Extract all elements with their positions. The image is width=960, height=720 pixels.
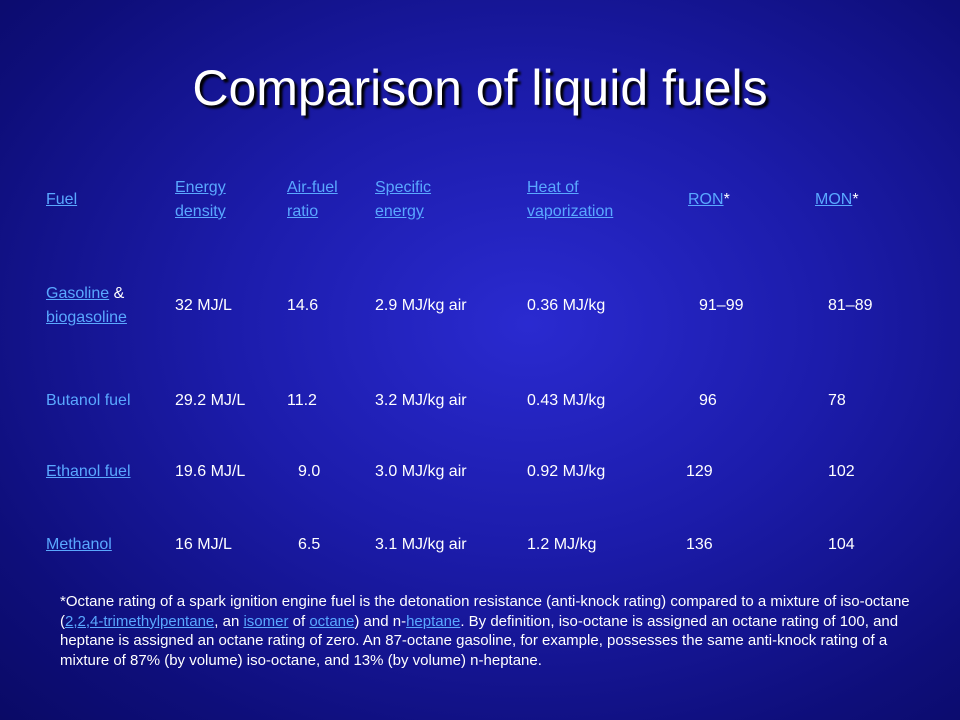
- row-gasoline-energy: 32 MJ/L: [175, 297, 232, 314]
- header-ron-asterisk: *: [723, 191, 730, 208]
- row-gasoline-fuel[interactable]: Gasoline & biogasoline: [46, 282, 129, 330]
- row-butanol-heat: 0.43 MJ/kg: [527, 392, 606, 409]
- header-air-fuel-line2[interactable]: ratio: [287, 203, 319, 220]
- row-ethanol-energy: 19.6 MJ/L: [175, 463, 246, 480]
- header-heat-line2[interactable]: vaporization: [527, 203, 614, 220]
- row-gasoline-specific: 2.9 MJ/kg air: [375, 297, 467, 314]
- header-specific-energy[interactable]: Specific energy: [375, 176, 431, 224]
- row-methanol-energy: 16 MJ/L: [175, 536, 232, 553]
- header-energy-density-line2[interactable]: density: [175, 203, 226, 220]
- header-air-fuel-ratio[interactable]: Air-fuel ratio: [287, 176, 338, 224]
- header-mon-asterisk: *: [852, 191, 859, 208]
- heptane-link[interactable]: heptane: [406, 612, 461, 630]
- header-mon-link[interactable]: MON: [815, 191, 853, 208]
- methanol-link[interactable]: Methanol: [46, 536, 112, 553]
- ethanol-fuel-link[interactable]: Ethanol fuel: [46, 463, 131, 480]
- row-butanol-fuel: Butanol fuel: [46, 392, 131, 409]
- footnote-text-3: of: [288, 612, 310, 630]
- row-butanol-afr: 11.2: [287, 392, 317, 409]
- row-ethanol-heat: 0.92 MJ/kg: [527, 463, 606, 480]
- row-ethanol-fuel[interactable]: Ethanol fuel: [46, 460, 131, 484]
- row-gasoline-heat: 0.36 MJ/kg: [527, 297, 606, 314]
- header-heat-line1[interactable]: Heat of: [527, 179, 579, 196]
- octane-link[interactable]: octane: [309, 612, 355, 630]
- footnote-text-1: *Octane rating of a spark ignition engin…: [60, 593, 910, 630]
- row-butanol-ron: 96: [699, 392, 717, 409]
- header-energy-density[interactable]: Energy density: [175, 176, 226, 224]
- row-butanol-specific: 3.2 MJ/kg air: [375, 392, 467, 409]
- header-specific-energy-line1[interactable]: Specific: [375, 179, 432, 196]
- isomer-link[interactable]: isomer: [243, 612, 289, 630]
- row-methanol-specific: 3.1 MJ/kg air: [375, 536, 467, 553]
- header-energy-density-line1[interactable]: Energy: [175, 179, 226, 196]
- biogasoline-link[interactable]: biogasoline: [46, 309, 127, 326]
- row-butanol-energy: 29.2 MJ/L: [175, 392, 246, 409]
- row-ethanol-specific: 3.0 MJ/kg air: [375, 463, 467, 480]
- row-methanol-fuel[interactable]: Methanol: [46, 533, 112, 557]
- row-methanol-mon: 104: [828, 536, 855, 553]
- header-heat-of-vaporization[interactable]: Heat of vaporization: [527, 176, 613, 224]
- octane-footnote: *Octane rating of a spark ignition engin…: [60, 592, 920, 670]
- header-ron-link[interactable]: RON: [688, 191, 724, 208]
- row-gasoline-ron: 91–99: [699, 297, 744, 314]
- header-air-fuel-line1[interactable]: Air-fuel: [287, 179, 338, 196]
- footnote-text-4: ) and n-: [354, 612, 407, 630]
- footnote-text-2: , an: [214, 612, 244, 630]
- footnote-text-5: . By definition, iso-octane is assigned …: [60, 612, 899, 669]
- row-gasoline-mon: 81–89: [828, 297, 873, 314]
- gasoline-link[interactable]: Gasoline: [46, 285, 110, 302]
- ampersand: &: [109, 285, 129, 302]
- row-ethanol-afr: 9.0: [298, 463, 321, 480]
- row-methanol-afr: 6.5: [298, 536, 321, 553]
- trimethylpentane-link[interactable]: 2,2,4-trimethylpentane: [65, 612, 215, 630]
- header-mon[interactable]: MON*: [815, 188, 859, 212]
- row-methanol-heat: 1.2 MJ/kg: [527, 536, 597, 553]
- header-ron[interactable]: RON*: [688, 188, 730, 212]
- row-ethanol-ron: 129: [686, 463, 713, 480]
- header-fuel-link[interactable]: Fuel: [46, 191, 78, 208]
- slide-title: Comparison of liquid fuels: [192, 60, 768, 116]
- row-methanol-ron: 136: [686, 536, 713, 553]
- header-specific-energy-line2[interactable]: energy: [375, 203, 424, 220]
- row-gasoline-afr: 14.6: [287, 297, 319, 314]
- header-fuel[interactable]: Fuel: [46, 188, 77, 212]
- row-ethanol-mon: 102: [828, 463, 855, 480]
- row-butanol-mon: 78: [828, 392, 846, 409]
